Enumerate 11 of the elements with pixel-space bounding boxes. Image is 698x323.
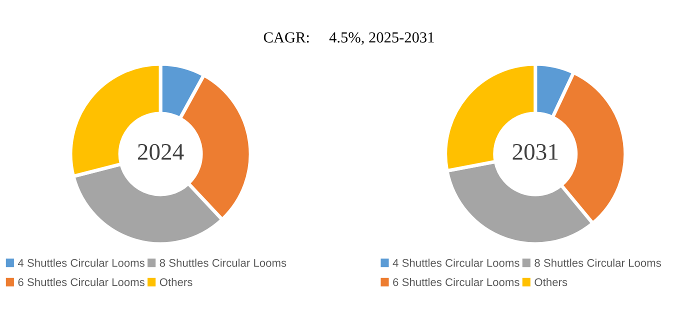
legend-label: 8 Shuttles Circular Looms [534,258,661,267]
text: 2031 [512,144,558,160]
legend-label: Others [534,278,568,286]
text: 2024 [138,144,184,160]
legend-label: 4 Shuttles Circular Looms [392,258,520,267]
legend-label: 6 Shuttles Circular Looms [393,278,520,286]
legend-label: 8 Shuttles Circular Looms [160,258,286,267]
legend-label: 6 Shuttles Circular Looms [18,278,145,286]
legend-label: Others [160,278,192,286]
legend-label: 4 Shuttles Circular Looms [18,258,145,267]
text: CAGR: 4.5%, 2025-2031 [264,32,434,45]
